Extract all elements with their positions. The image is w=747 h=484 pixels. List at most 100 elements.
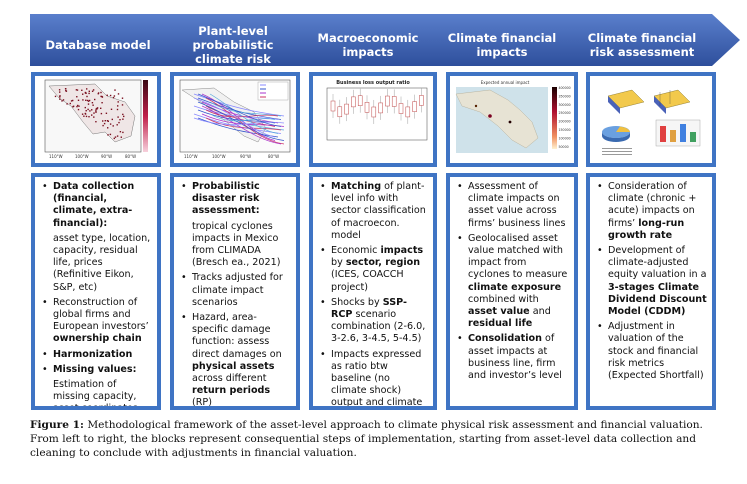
- asset-dot: [86, 99, 89, 102]
- bullet-probabilistic-risk: Probabilistic disaster risk assessment:: [179, 181, 291, 218]
- asset-dot: [107, 134, 109, 136]
- bullet-geolocalised: Geolocalised asset value matched with im…: [455, 233, 569, 331]
- map1-tick: 110°W: [49, 154, 63, 159]
- stage-title-macroeconomic: Macroeconomic impacts: [317, 31, 419, 59]
- asset-dot: [88, 92, 90, 95]
- bullet-adjustment: Adjustment in valuation of the stock and…: [595, 321, 707, 382]
- caption-label: Figure 1:: [30, 419, 84, 431]
- asset-dot: [94, 98, 96, 101]
- asset-dot: [111, 118, 113, 121]
- asset-dot: [123, 115, 125, 118]
- cyclone-track: [209, 101, 282, 117]
- asset-dot: [106, 94, 108, 96]
- box: [364, 102, 370, 113]
- map4-scale-label: 250000: [559, 111, 571, 115]
- bullet-matching: Matching of plant-level info with sector…: [318, 181, 428, 242]
- asset-dot: [87, 100, 90, 102]
- asset-dot: [107, 127, 109, 129]
- map1-tick: 100°W: [75, 154, 89, 159]
- cyclone-track: [201, 105, 282, 145]
- asset-dot: [117, 105, 119, 107]
- asset-dot: [88, 99, 91, 102]
- asset-dot: [81, 113, 84, 115]
- asset-dot: [93, 112, 95, 114]
- map4-scale-label: 150000: [559, 128, 571, 132]
- box: [371, 106, 377, 118]
- asset-dot: [85, 115, 88, 118]
- asset-dot: [87, 108, 89, 111]
- asset-dot: [100, 112, 103, 115]
- box: [398, 103, 404, 114]
- stage-title-database-model: Database model: [45, 38, 151, 52]
- asset-dot: [59, 96, 61, 98]
- map4-scale-label: 100000: [559, 136, 571, 140]
- bullet-data-collection: Data collection (financial, climate, ext…: [40, 181, 152, 230]
- asset-dot: [109, 123, 112, 125]
- bullet-probabilistic-risk-detail: tropical cyclones impacts in Mexico from…: [192, 220, 281, 269]
- bullet-damage-function: Hazard, area-specific damage function: a…: [179, 312, 291, 406]
- box: [357, 95, 363, 106]
- asset-dot: [122, 113, 124, 116]
- asset-dot: [82, 93, 84, 95]
- box: [344, 103, 349, 115]
- stage-title-climate-financial-impacts: Climate financial impacts: [447, 31, 557, 59]
- asset-dot: [119, 131, 122, 133]
- bullet-assessment: Assessment of climate impacts on asset v…: [455, 181, 569, 230]
- cyclone-track: [197, 101, 285, 141]
- asset-dot: [91, 109, 93, 111]
- asset-dot: [117, 93, 120, 95]
- bullet-economic-impacts: Economic impacts by sector, region (ICES…: [318, 245, 428, 294]
- map1-tick: 90°W: [101, 154, 112, 159]
- asset-dot: [86, 88, 88, 90]
- asset-dot: [104, 120, 106, 122]
- thumb-boxplot: Business loss output ratio: [309, 72, 437, 167]
- thumb-risk-assessment: [586, 72, 716, 167]
- asset-dot: [77, 104, 79, 107]
- asset-dot: [121, 104, 124, 106]
- asset-dot: [85, 110, 87, 112]
- asset-dot: [92, 104, 94, 106]
- asset-dot: [96, 107, 98, 110]
- map4-scale-label: 200000: [559, 120, 571, 124]
- box: [405, 106, 411, 118]
- asset-dot: [100, 107, 102, 109]
- bullet-data-collection-detail: asset type, location, capacity, residual…: [53, 232, 151, 293]
- asset-dot: [121, 97, 124, 99]
- asset-dot: [110, 108, 113, 110]
- asset-dot: [92, 89, 95, 91]
- cyclone-track: [197, 93, 282, 127]
- map2-tick: 110°W: [184, 154, 198, 159]
- asset-dot: [116, 135, 119, 137]
- asset-dot: [117, 101, 119, 103]
- asset-dot: [91, 114, 93, 116]
- map2-tick: 80°W: [268, 154, 279, 159]
- textbox-plant-level: Probabilistic disaster risk assessment: …: [170, 173, 300, 410]
- box: [351, 96, 356, 108]
- asset-dot: [109, 94, 112, 97]
- asset-dot: [84, 92, 87, 94]
- asset-dot: [120, 136, 122, 138]
- asset-dot: [54, 95, 57, 98]
- bullet-harmonization: Harmonization: [40, 349, 152, 361]
- cyclone-track: [209, 93, 279, 134]
- asset-dot: [61, 100, 63, 102]
- asset-dot: [76, 89, 79, 91]
- textbox-macroeconomic: Matching of plant-level info with sector…: [309, 173, 437, 410]
- asset-dot: [95, 111, 97, 113]
- asset-dot: [100, 91, 102, 94]
- box: [412, 101, 417, 112]
- bullet-impacts-ratio: Impacts expressed as ratio btw baseline …: [318, 349, 428, 406]
- asset-dot: [76, 96, 78, 98]
- asset-dot: [59, 91, 61, 93]
- box: [337, 106, 343, 118]
- cyclone-track: [193, 117, 285, 126]
- map4-scale-label: 300000: [559, 103, 571, 107]
- boxplot-title: Business loss output ratio: [336, 80, 410, 86]
- box: [385, 95, 390, 107]
- asset-dot: [72, 99, 74, 102]
- asset-dot: [59, 98, 61, 100]
- asset-dot: [102, 120, 104, 122]
- asset-dot: [75, 89, 78, 91]
- asset-dot: [112, 125, 114, 127]
- asset-dot: [81, 89, 83, 91]
